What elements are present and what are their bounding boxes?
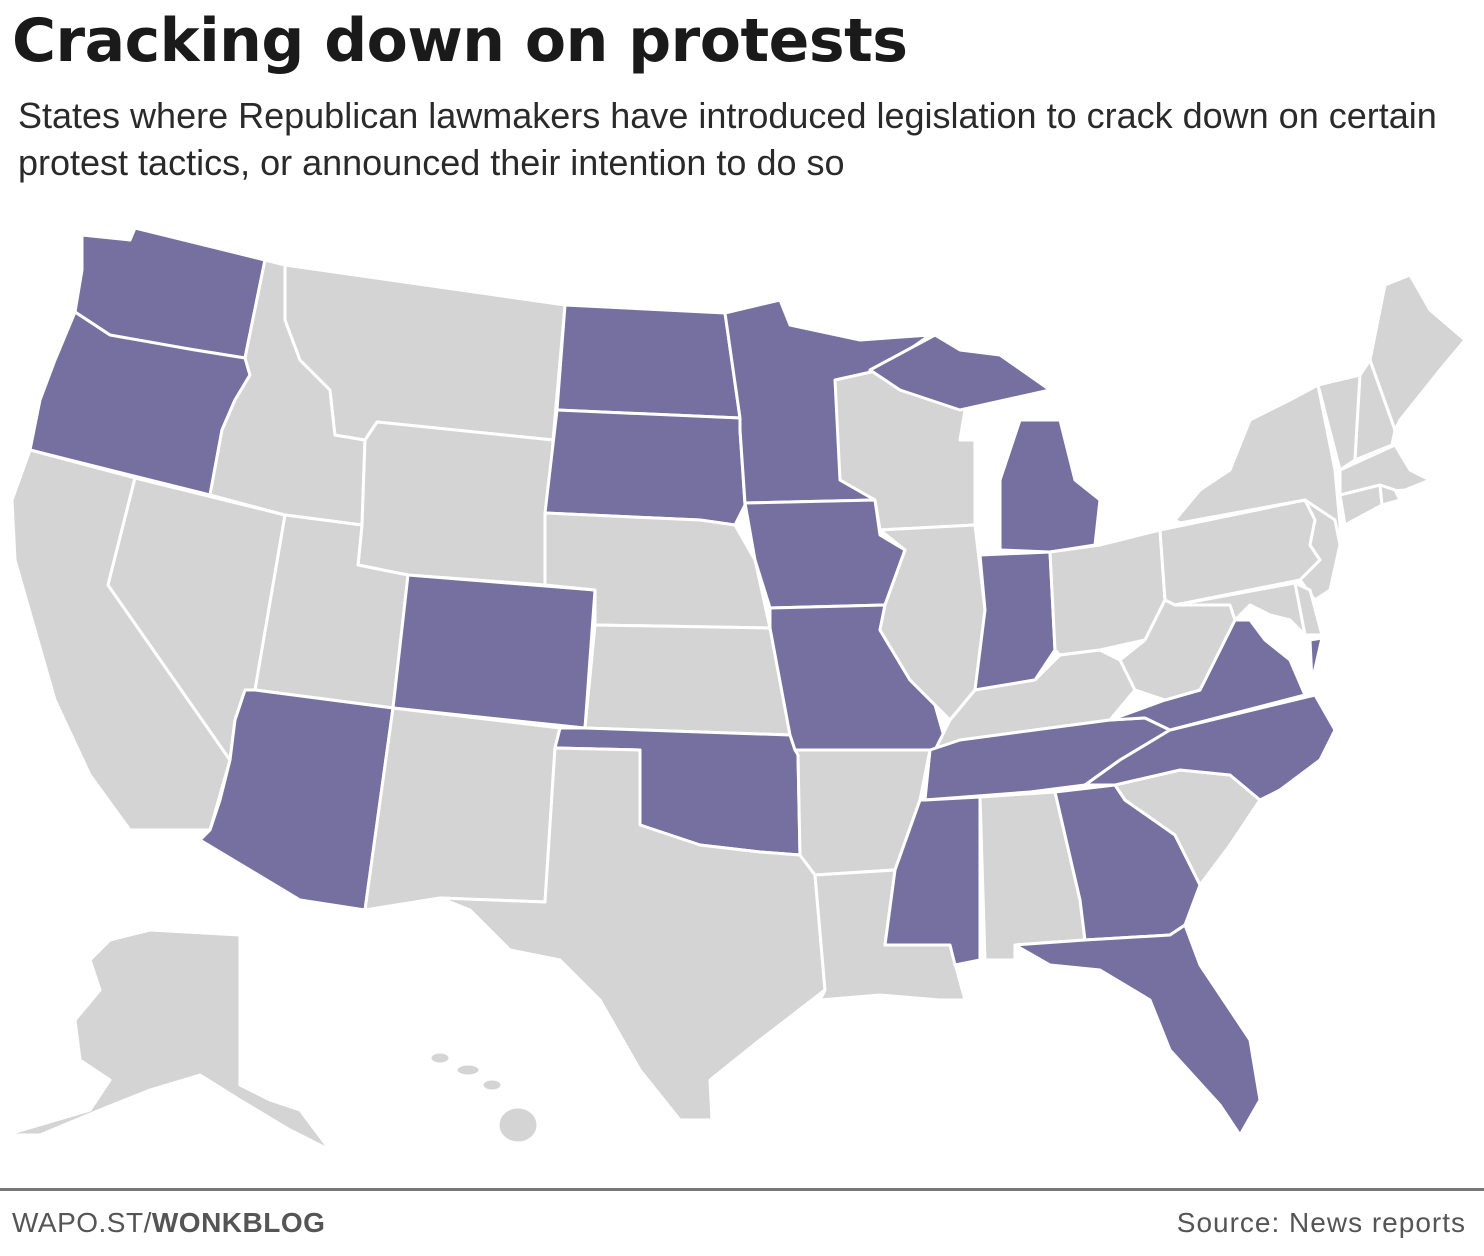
state-shape [1293,581,1324,637]
state-shape [583,623,792,737]
state-shape [868,333,1052,412]
credit-bold: WONKBLOG [151,1207,326,1238]
state-nm [363,706,562,912]
state-shape [391,573,597,730]
chart-subtitle: States where Republican lawmakers have i… [18,95,1437,183]
state-ms [883,795,982,967]
state-shape [480,1077,504,1093]
credit-prefix: WAPO.ST/ [12,1207,152,1238]
state-shape [883,795,982,967]
state-fl [1013,923,1262,1137]
state-ri [1378,483,1402,507]
state-shape [438,746,827,1122]
state-hi [428,1050,540,1145]
state-shape [428,1050,452,1066]
state-shape [1013,923,1262,1137]
state-shape [555,303,742,420]
state-shape [363,706,562,912]
state-shape [998,418,1102,554]
source-note: Source: News reports [1176,1207,1466,1238]
state-me [1368,273,1467,432]
state-shape [496,1105,540,1145]
state-shape [1353,358,1397,462]
state-shape [973,550,1057,692]
state-in [973,550,1057,692]
state-shape [1378,483,1402,507]
state-shape [356,420,555,587]
state-mi [868,333,1102,554]
state-ak [3,928,332,1152]
state-ks [583,623,792,737]
state-shape [3,928,332,1152]
footer-divider [0,1188,1484,1191]
state-shape [1368,273,1467,432]
state-co [391,573,597,730]
credit: WAPO.ST/WONKBLOG [12,1207,325,1239]
chart-title: Cracking down on protests [12,6,908,76]
state-nd [555,303,742,420]
state-nc [1083,693,1337,802]
state-wy [356,420,555,587]
state-nh [1353,358,1397,462]
state-de [1293,581,1324,637]
state-shape [1083,693,1337,802]
state-shape [1308,636,1324,684]
state-sd [543,408,747,527]
state-shape [543,408,747,527]
state-shape [454,1062,482,1078]
state-tx [438,746,827,1122]
